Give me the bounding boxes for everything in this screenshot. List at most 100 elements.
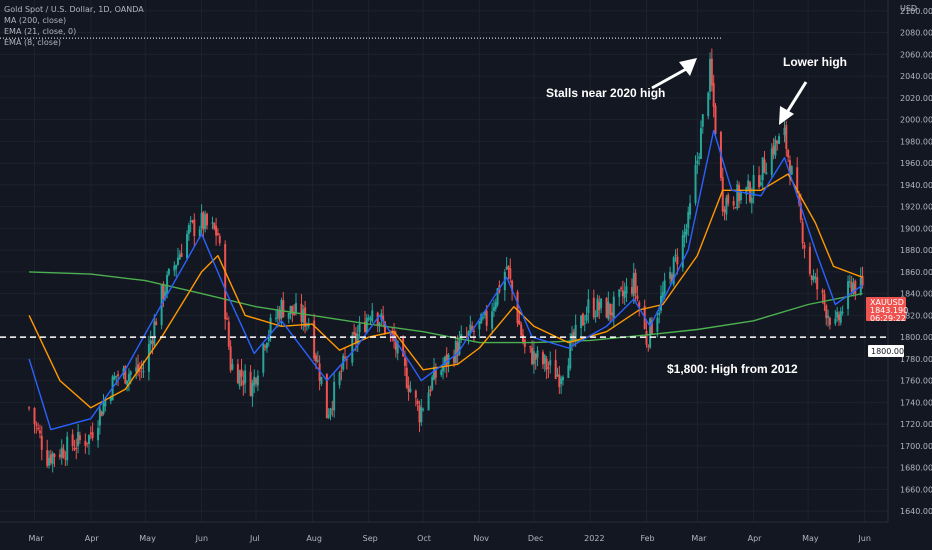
candle-body <box>836 311 839 318</box>
candle-body <box>505 266 508 269</box>
candle-body <box>356 333 359 344</box>
candle-body <box>117 374 120 376</box>
candle-body <box>224 244 227 320</box>
candle-body <box>353 332 356 335</box>
candle-body <box>583 323 586 325</box>
candle-body <box>554 360 557 379</box>
candle-body <box>572 331 575 341</box>
candle-body <box>672 257 675 285</box>
candle-body <box>520 324 523 336</box>
y-tick-label: 1840.00 <box>900 290 932 299</box>
candle-body <box>454 341 457 363</box>
candle-body <box>189 220 192 223</box>
candle-body <box>418 405 421 423</box>
candle-body <box>206 213 209 226</box>
candle-body <box>191 220 194 222</box>
current-price-tag: XAUUSD 1843.190 06:29:22 <box>866 297 908 323</box>
candle-body <box>140 367 143 370</box>
candle-body <box>51 453 54 465</box>
ema8-line <box>28 129 864 431</box>
price-axis[interactable]: 1640.00 1660.00 1680.00 1700.00 1720.00 1740.… <box>887 0 932 550</box>
candle-body <box>621 290 624 297</box>
candle-body <box>560 378 563 385</box>
candle-body <box>378 322 381 326</box>
y-tick-label: 1660.00 <box>900 485 932 494</box>
candle-body <box>409 388 412 392</box>
x-tick-label: May <box>139 534 156 543</box>
annotation-support-text: $1,800: High from 2012 <box>667 362 798 376</box>
y-tick-label: 1900.00 <box>900 224 932 233</box>
candle-body <box>403 357 406 367</box>
candle-body <box>650 320 653 334</box>
candle-body <box>198 229 201 238</box>
candle-body <box>227 321 230 347</box>
y-tick-label: 2060.00 <box>900 50 932 59</box>
candle-body <box>429 389 432 392</box>
candle-body <box>137 364 140 372</box>
candle-body <box>861 276 864 286</box>
candle-body <box>187 224 190 235</box>
y-tick-label: 1880.00 <box>900 246 932 255</box>
x-tick-label: Jun <box>857 534 871 543</box>
candle-body <box>280 299 283 319</box>
candle-body <box>625 286 628 294</box>
candle-body <box>102 403 105 415</box>
candle-body <box>269 317 272 334</box>
candle-body <box>837 314 840 321</box>
candle-body <box>216 233 219 236</box>
candle-body <box>62 449 65 458</box>
candle-body <box>344 357 347 359</box>
candle-body <box>734 207 737 209</box>
candle-body <box>73 448 76 450</box>
candle-body <box>49 454 52 463</box>
y-tick-label: 1960.00 <box>900 159 932 168</box>
candle-body <box>302 309 305 323</box>
candle-body <box>225 318 228 320</box>
candle-body <box>71 434 74 447</box>
x-tick-label: Apr <box>85 534 100 543</box>
candle-body <box>256 375 259 386</box>
candle-body <box>469 324 472 333</box>
price-tag-symbol: XAUUSD <box>870 298 904 307</box>
candle-body <box>465 336 468 338</box>
x-tick-label: Sep <box>363 534 378 543</box>
candle-body <box>422 408 425 410</box>
candle-body <box>213 223 216 229</box>
candle-body <box>382 315 385 322</box>
candle-body <box>218 236 221 244</box>
candle-body <box>109 398 112 402</box>
candle-body <box>801 222 804 244</box>
candle-body <box>414 390 417 398</box>
candle-body <box>676 256 679 265</box>
candle-body <box>549 360 552 366</box>
candle-body <box>253 376 256 386</box>
candle-body <box>803 244 806 249</box>
candle-body <box>541 352 544 365</box>
y-tick-label: 1920.00 <box>900 203 932 212</box>
candle-body <box>48 457 51 466</box>
candle-body <box>494 302 497 309</box>
candle-body <box>407 385 410 393</box>
candle-body <box>770 148 773 175</box>
candle-body <box>142 371 145 373</box>
candle-body <box>765 172 768 175</box>
candle-body <box>215 226 218 236</box>
candle-body <box>151 340 154 344</box>
legend-ema8: EMA (8, close) <box>4 38 61 47</box>
candle-body <box>656 317 659 332</box>
annotation-stall-arrow <box>651 66 689 90</box>
candle-body <box>529 346 532 348</box>
time-axis[interactable]: Mar Apr May Jun Jul Aug Sep Oct Nov Dec 2022 Feb Mar… <box>0 521 888 543</box>
candle-body <box>478 321 481 330</box>
candle-body <box>458 338 461 355</box>
candle-body <box>64 458 67 460</box>
candle-body <box>75 447 78 449</box>
candle-body <box>790 166 793 175</box>
candle-body <box>460 334 463 339</box>
candle-body <box>699 128 702 159</box>
candle-body <box>471 326 474 331</box>
y-tick-label: 2000.00 <box>900 116 932 125</box>
candle-body <box>211 222 214 224</box>
candle-body <box>585 314 588 321</box>
